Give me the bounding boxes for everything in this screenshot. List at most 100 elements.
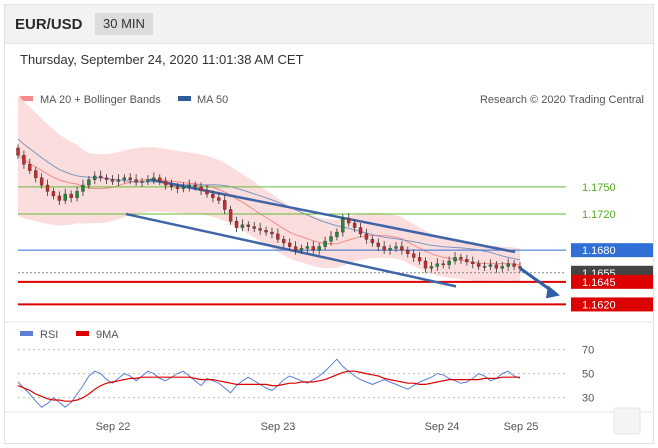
candle-body	[146, 179, 150, 182]
projection-arrow-head	[546, 285, 560, 299]
candle-body	[122, 177, 127, 180]
bollinger-band-fill	[18, 94, 520, 282]
candle-body	[305, 246, 310, 249]
candle-body	[270, 231, 274, 235]
rsi-tick-50: 50	[582, 369, 594, 381]
chart-header: EUR/USD 30 MIN	[5, 5, 653, 44]
level-tag-label-1-1620: 1.1620	[582, 299, 616, 311]
candle-body	[93, 175, 97, 180]
level-label-1-1750: 1.1750	[582, 182, 616, 194]
candle-body	[335, 231, 339, 237]
candle-body	[453, 257, 457, 262]
candle-body	[394, 246, 398, 249]
candle-body	[423, 260, 428, 269]
x-tick-sep-23: Sep 23	[261, 421, 296, 433]
candle-body	[57, 195, 62, 201]
candle-body	[376, 242, 380, 247]
legend-swatch-9ma	[76, 331, 89, 336]
candle-body	[45, 184, 50, 192]
candle-body	[506, 263, 510, 267]
candle-body	[81, 184, 85, 192]
candle-body	[152, 177, 156, 180]
timeframe-badge[interactable]: 30 MIN	[95, 13, 153, 35]
candle-body	[370, 239, 375, 244]
candle-body	[258, 228, 262, 231]
candle-body	[116, 179, 121, 182]
candle-body	[181, 186, 186, 189]
x-tick-sep-24: Sep 24	[425, 421, 460, 433]
channel-upper-line	[149, 178, 516, 254]
candle-body	[364, 233, 369, 240]
candle-body	[51, 191, 56, 197]
legend-bollinger-label: MA 20 + Bollinger Bands	[40, 94, 161, 106]
chart-frame: EUR/USD 30 MIN Thursday, September 24, 2…	[4, 4, 654, 444]
rsi-tick-30: 30	[582, 393, 594, 405]
candle-body	[252, 226, 256, 229]
candle-body	[429, 266, 434, 269]
candle-body	[287, 242, 292, 247]
candle-body	[28, 164, 32, 171]
candle-body	[500, 266, 504, 269]
candle-body	[347, 218, 351, 224]
instrument-symbol: EUR/USD	[15, 16, 83, 33]
candle-body	[465, 259, 469, 263]
candle-body	[211, 193, 215, 198]
candle-body	[512, 263, 516, 267]
candle-body	[193, 184, 197, 188]
candle-body	[417, 257, 422, 262]
candle-body	[441, 263, 445, 265]
candle-body	[223, 200, 227, 210]
candle-body	[329, 236, 333, 242]
level-tag-1-1645	[571, 274, 653, 289]
candle-body	[104, 177, 109, 180]
level-label-1-1720: 1.1720	[582, 209, 616, 221]
candle-body	[63, 193, 67, 201]
legend-ma50-label: MA 50	[197, 94, 228, 106]
candle-body	[264, 230, 268, 233]
candle-body	[134, 179, 138, 183]
candle-body	[388, 248, 392, 251]
candle-body	[406, 249, 410, 254]
candle-body	[352, 222, 357, 228]
candle-body	[246, 224, 251, 227]
candle-body	[341, 218, 345, 233]
candle-body	[358, 227, 363, 235]
x-tick-sep-22: Sep 22	[96, 421, 131, 433]
candle-body	[311, 246, 315, 251]
candle-body	[34, 170, 38, 179]
legend-rsi-label: RSI	[40, 329, 58, 341]
candle-body	[169, 184, 174, 188]
candle-body	[411, 253, 416, 258]
candle-body	[435, 263, 440, 267]
candle-body	[69, 193, 73, 198]
candle-body	[217, 197, 221, 201]
candle-body	[163, 181, 168, 186]
candle-body	[317, 246, 321, 251]
corner-control-button[interactable]	[613, 407, 641, 435]
candle-body	[175, 186, 180, 189]
candle-body	[476, 263, 481, 267]
candle-body	[234, 221, 239, 228]
candle-body	[87, 179, 91, 186]
rsi-tick-70: 70	[582, 345, 594, 357]
chart-datetime: Thursday, September 24, 2020 11:01:38 AM…	[20, 52, 304, 67]
candle-body	[75, 191, 79, 198]
candle-body	[488, 264, 493, 267]
candle-body	[282, 239, 286, 244]
candle-body	[471, 261, 475, 264]
candle-body	[199, 186, 203, 191]
candle-body	[382, 246, 386, 251]
candle-body	[110, 179, 115, 182]
candle-body	[276, 233, 280, 240]
legend-9ma-label: 9MA	[96, 329, 119, 341]
candle-body	[240, 224, 245, 228]
candle-body	[140, 181, 144, 183]
candle-body	[22, 155, 26, 165]
candle-body	[205, 190, 209, 195]
candle-body	[323, 240, 327, 247]
candle-body	[299, 248, 304, 251]
level-tag-label-1-1645: 1.1645	[582, 277, 616, 289]
x-tick-sep-25: Sep 25	[504, 421, 539, 433]
legend-swatch-ma50	[178, 96, 191, 101]
